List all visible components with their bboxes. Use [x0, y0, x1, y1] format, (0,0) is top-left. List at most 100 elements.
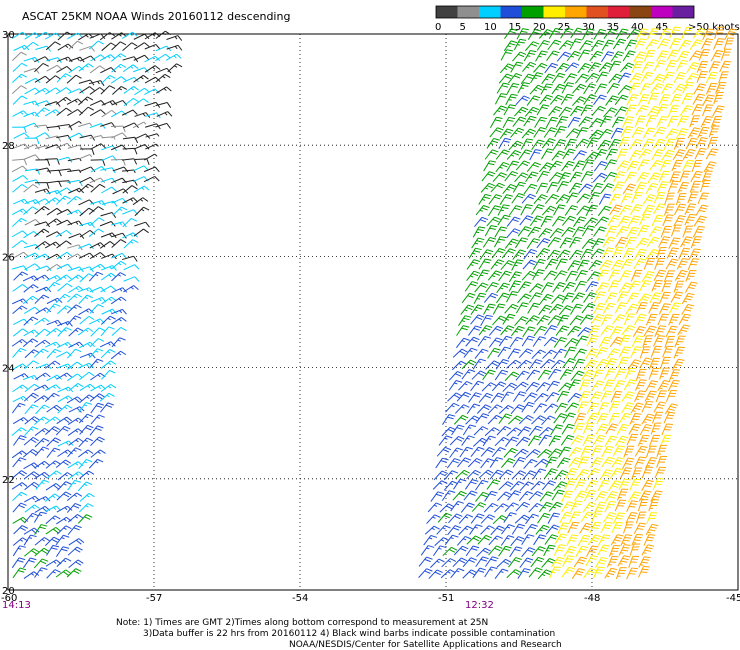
wind-barb [553, 413, 568, 424]
lon-label: -45 [726, 593, 740, 604]
wind-barb [155, 101, 172, 108]
wind-barb [433, 545, 447, 557]
wind-barb [673, 137, 685, 150]
wind-barb [68, 437, 84, 446]
wind-barb [481, 171, 496, 182]
wind-barb [640, 71, 654, 83]
wind-barb [55, 569, 72, 578]
wind-barb [626, 94, 639, 106]
wind-barb [671, 358, 685, 370]
wind-barb [100, 74, 116, 85]
wind-barb [498, 270, 512, 282]
wind-barb [558, 172, 571, 184]
wind-barb [588, 259, 603, 271]
wind-barb [35, 100, 51, 107]
wind-barb [455, 469, 470, 480]
wind-barb [45, 158, 60, 165]
wind-barb [589, 521, 602, 534]
wind-barb [585, 348, 599, 360]
wind-barb [88, 206, 104, 215]
pass-time-right: 12:32 [465, 600, 494, 611]
wind-barb [491, 248, 506, 259]
wind-barb [461, 435, 475, 446]
wind-barb [624, 367, 637, 380]
wind-barb [641, 413, 655, 425]
wind-barb [492, 172, 507, 182]
wind-barb [24, 404, 39, 415]
wind-barb [684, 213, 697, 226]
wind-barb [503, 447, 518, 458]
wind-barb [635, 511, 647, 524]
wind-barb [594, 83, 608, 95]
wind-barb [112, 206, 128, 216]
wind-barb [121, 109, 138, 116]
wind-barb [592, 172, 608, 183]
wind-barb [496, 425, 512, 436]
wind-barb [562, 357, 576, 369]
wind-barb [534, 116, 548, 128]
wind-barb [100, 315, 116, 325]
wind-barb [494, 503, 509, 513]
wind-barb [517, 426, 532, 437]
wind-barb [473, 292, 487, 305]
wind-barb [565, 402, 580, 413]
lat-label: 30 [2, 30, 15, 41]
wind-barb [46, 169, 62, 177]
wind-barb [79, 371, 95, 380]
wind-barb [66, 568, 82, 578]
wind-barb [595, 346, 609, 358]
wind-barb [11, 230, 28, 238]
wind-barb [678, 39, 692, 51]
wind-barb [122, 185, 138, 194]
wind-barb [57, 481, 72, 491]
wind-barb [563, 73, 578, 84]
wind-barb [490, 259, 505, 270]
wind-barb [705, 148, 719, 160]
wind-barb [579, 314, 594, 325]
wind-barb [34, 446, 50, 457]
wind-barb [35, 31, 51, 39]
wind-barb [123, 285, 139, 293]
wind-barb [693, 215, 707, 227]
wind-barb [453, 478, 467, 490]
wind-barb [436, 525, 451, 535]
wind-barb [555, 325, 570, 336]
wind-barb [12, 328, 29, 337]
wind-barb [44, 101, 61, 107]
wind-barb [569, 249, 583, 261]
wind-barb [532, 468, 547, 480]
wind-barb [66, 502, 82, 513]
wind-barb [544, 62, 559, 74]
wind-barb [612, 380, 626, 392]
wind-barb [645, 380, 658, 392]
wind-barb [639, 346, 651, 359]
wind-barb [79, 352, 96, 359]
wind-barb [550, 359, 566, 370]
legend-swatch [629, 6, 651, 18]
wind-barb [101, 42, 117, 52]
wind-barb [525, 171, 539, 183]
wind-barb [663, 411, 676, 424]
wind-barb [554, 469, 569, 481]
wind-barb [452, 348, 468, 358]
wind-barb [656, 104, 669, 116]
wind-barb [569, 171, 583, 183]
wind-barb [660, 225, 672, 238]
wind-barb [520, 73, 535, 85]
wind-barb [555, 194, 570, 205]
wind-barb [56, 73, 72, 83]
wind-barb [664, 335, 675, 349]
wind-barb [570, 500, 583, 513]
wind-barb [99, 54, 116, 62]
wind-barb [577, 49, 591, 61]
wind-barb [68, 406, 85, 413]
wind-barb [618, 346, 632, 358]
wind-barb [90, 327, 106, 337]
wind-barb [56, 187, 72, 195]
wind-barb [122, 76, 139, 83]
wind-barb [634, 390, 646, 402]
wind-barb [22, 295, 39, 305]
wind-barb [572, 96, 587, 106]
wind-barb [11, 427, 27, 436]
wind-barb [715, 81, 727, 94]
